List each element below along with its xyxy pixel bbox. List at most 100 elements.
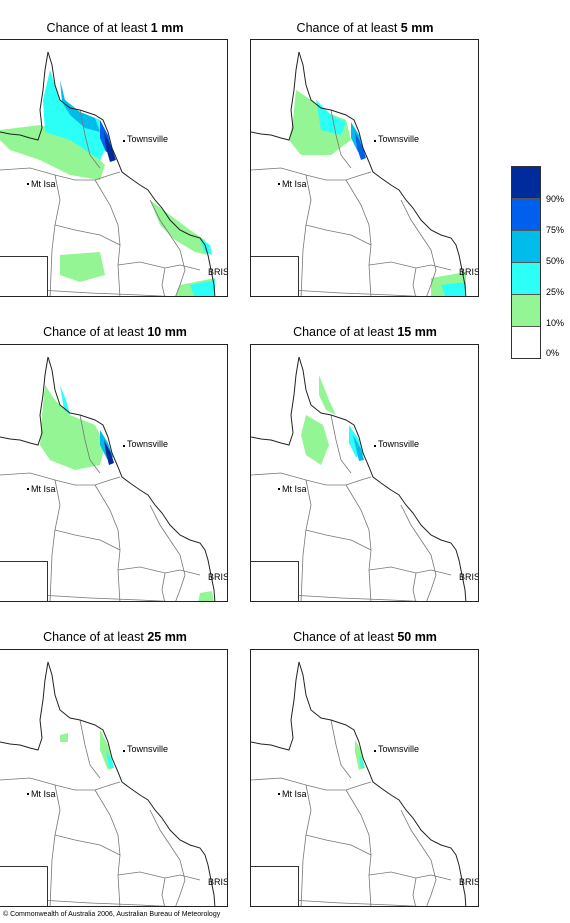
probability-legend — [511, 166, 541, 359]
coastline — [47, 51, 216, 296]
district-border — [305, 224, 372, 246]
district-border — [161, 267, 166, 296]
district-border — [49, 174, 61, 296]
district-border — [412, 572, 417, 601]
probability-region — [40, 385, 105, 470]
townsville-marker — [374, 750, 376, 752]
probability-region — [190, 280, 215, 296]
queensland-outline-map — [0, 51, 216, 296]
map-panel-10mm: Townsville Mt Isa BRIS — [0, 344, 228, 602]
legend-swatch-0 — [512, 327, 540, 358]
district-border — [251, 167, 372, 181]
panel-title-25mm: Chance of at least 25 mm — [43, 630, 187, 644]
district-border — [94, 484, 121, 601]
coastline — [251, 51, 300, 141]
coastline — [298, 661, 467, 906]
district-border — [412, 877, 417, 906]
district-border — [54, 834, 121, 856]
district-border — [400, 504, 437, 601]
townsville-marker — [123, 445, 125, 447]
map-inset-box — [0, 256, 48, 296]
district-border — [412, 267, 417, 296]
district-border — [79, 109, 101, 169]
place-label-mtisa: Mt Isa — [31, 789, 56, 799]
townsville-marker — [374, 140, 376, 142]
probability-region — [60, 80, 100, 132]
district-border — [300, 479, 312, 601]
district-border — [149, 809, 186, 906]
legend-tick-0: 0% — [546, 348, 560, 358]
district-border — [54, 224, 121, 246]
place-label-townsville: Townsville — [127, 134, 169, 144]
district-border — [79, 414, 101, 474]
probability-region — [198, 591, 214, 601]
probability-region — [355, 132, 366, 160]
probability-region — [104, 440, 114, 465]
district-border — [0, 167, 121, 181]
probability-region — [60, 385, 70, 415]
map-panel-5mm: Townsville Mt Isa BRIS — [250, 39, 479, 297]
map-panel-50mm: Townsville Mt Isa BRIS — [250, 649, 479, 907]
map-inset-box — [0, 561, 48, 601]
place-label-mtisa: Mt Isa — [31, 179, 56, 189]
legend-tick-25: 25% — [546, 287, 565, 297]
place-label-townsville: Townsville — [378, 744, 420, 754]
map-inset-box — [251, 866, 299, 906]
probability-region — [301, 415, 329, 465]
place-label-mtisa: Mt Isa — [282, 789, 307, 799]
townsville-marker — [374, 445, 376, 447]
district-border — [117, 871, 201, 881]
district-border — [330, 414, 352, 474]
legend-tick-75: 75% — [546, 225, 565, 235]
place-label-townsville: Townsville — [378, 134, 420, 144]
mtisa-marker — [278, 488, 280, 490]
district-border — [0, 777, 121, 791]
coastline — [47, 356, 216, 601]
coastline — [251, 661, 300, 751]
townsville-marker — [123, 140, 125, 142]
place-label-bris: BRIS — [459, 267, 479, 277]
legend-tick-90: 90% — [546, 194, 565, 204]
legend-tick-50: 50% — [546, 256, 565, 266]
queensland-outline-map — [0, 356, 216, 601]
probability-region — [106, 750, 114, 768]
coastline — [0, 356, 49, 446]
district-border — [345, 179, 372, 296]
probability-region — [104, 132, 116, 162]
place-label-mtisa: Mt Isa — [282, 484, 307, 494]
district-border — [149, 199, 186, 296]
legend-swatch-75 — [512, 199, 540, 231]
coastline — [251, 356, 300, 446]
district-border — [94, 789, 121, 906]
coastline — [0, 51, 49, 141]
probability-region — [60, 252, 105, 282]
mtisa-marker — [278, 183, 280, 185]
district-border — [117, 566, 201, 576]
district-border — [305, 529, 372, 551]
legend-tick-10: 10% — [546, 318, 565, 328]
panel-title-10mm: Chance of at least 10 mm — [43, 325, 187, 339]
district-border — [161, 572, 166, 601]
district-border — [368, 871, 452, 881]
district-border — [305, 834, 372, 856]
mtisa-marker — [27, 793, 29, 795]
district-border — [79, 719, 101, 779]
map-panel-1mm: Townsville Mt Isa BRIS — [0, 39, 228, 297]
copyright-text: © Commonwealth of Australia 2006, Austra… — [3, 911, 221, 918]
place-label-townsville: Townsville — [378, 439, 420, 449]
map-panel-15mm: Townsville Mt Isa BRIS — [250, 344, 479, 602]
district-border — [94, 179, 121, 296]
district-border — [345, 789, 372, 906]
district-border — [400, 199, 437, 296]
map-inset-box — [251, 256, 299, 296]
coastline — [47, 661, 216, 906]
legend-swatch-10 — [512, 295, 540, 327]
legend-swatch-25 — [512, 263, 540, 295]
probability-region — [319, 375, 336, 415]
coastline — [298, 356, 467, 601]
district-border — [149, 504, 186, 601]
district-border — [300, 784, 312, 906]
probability-region — [60, 733, 68, 742]
map-inset-box — [0, 866, 48, 906]
place-label-townsville: Townsville — [127, 439, 169, 449]
